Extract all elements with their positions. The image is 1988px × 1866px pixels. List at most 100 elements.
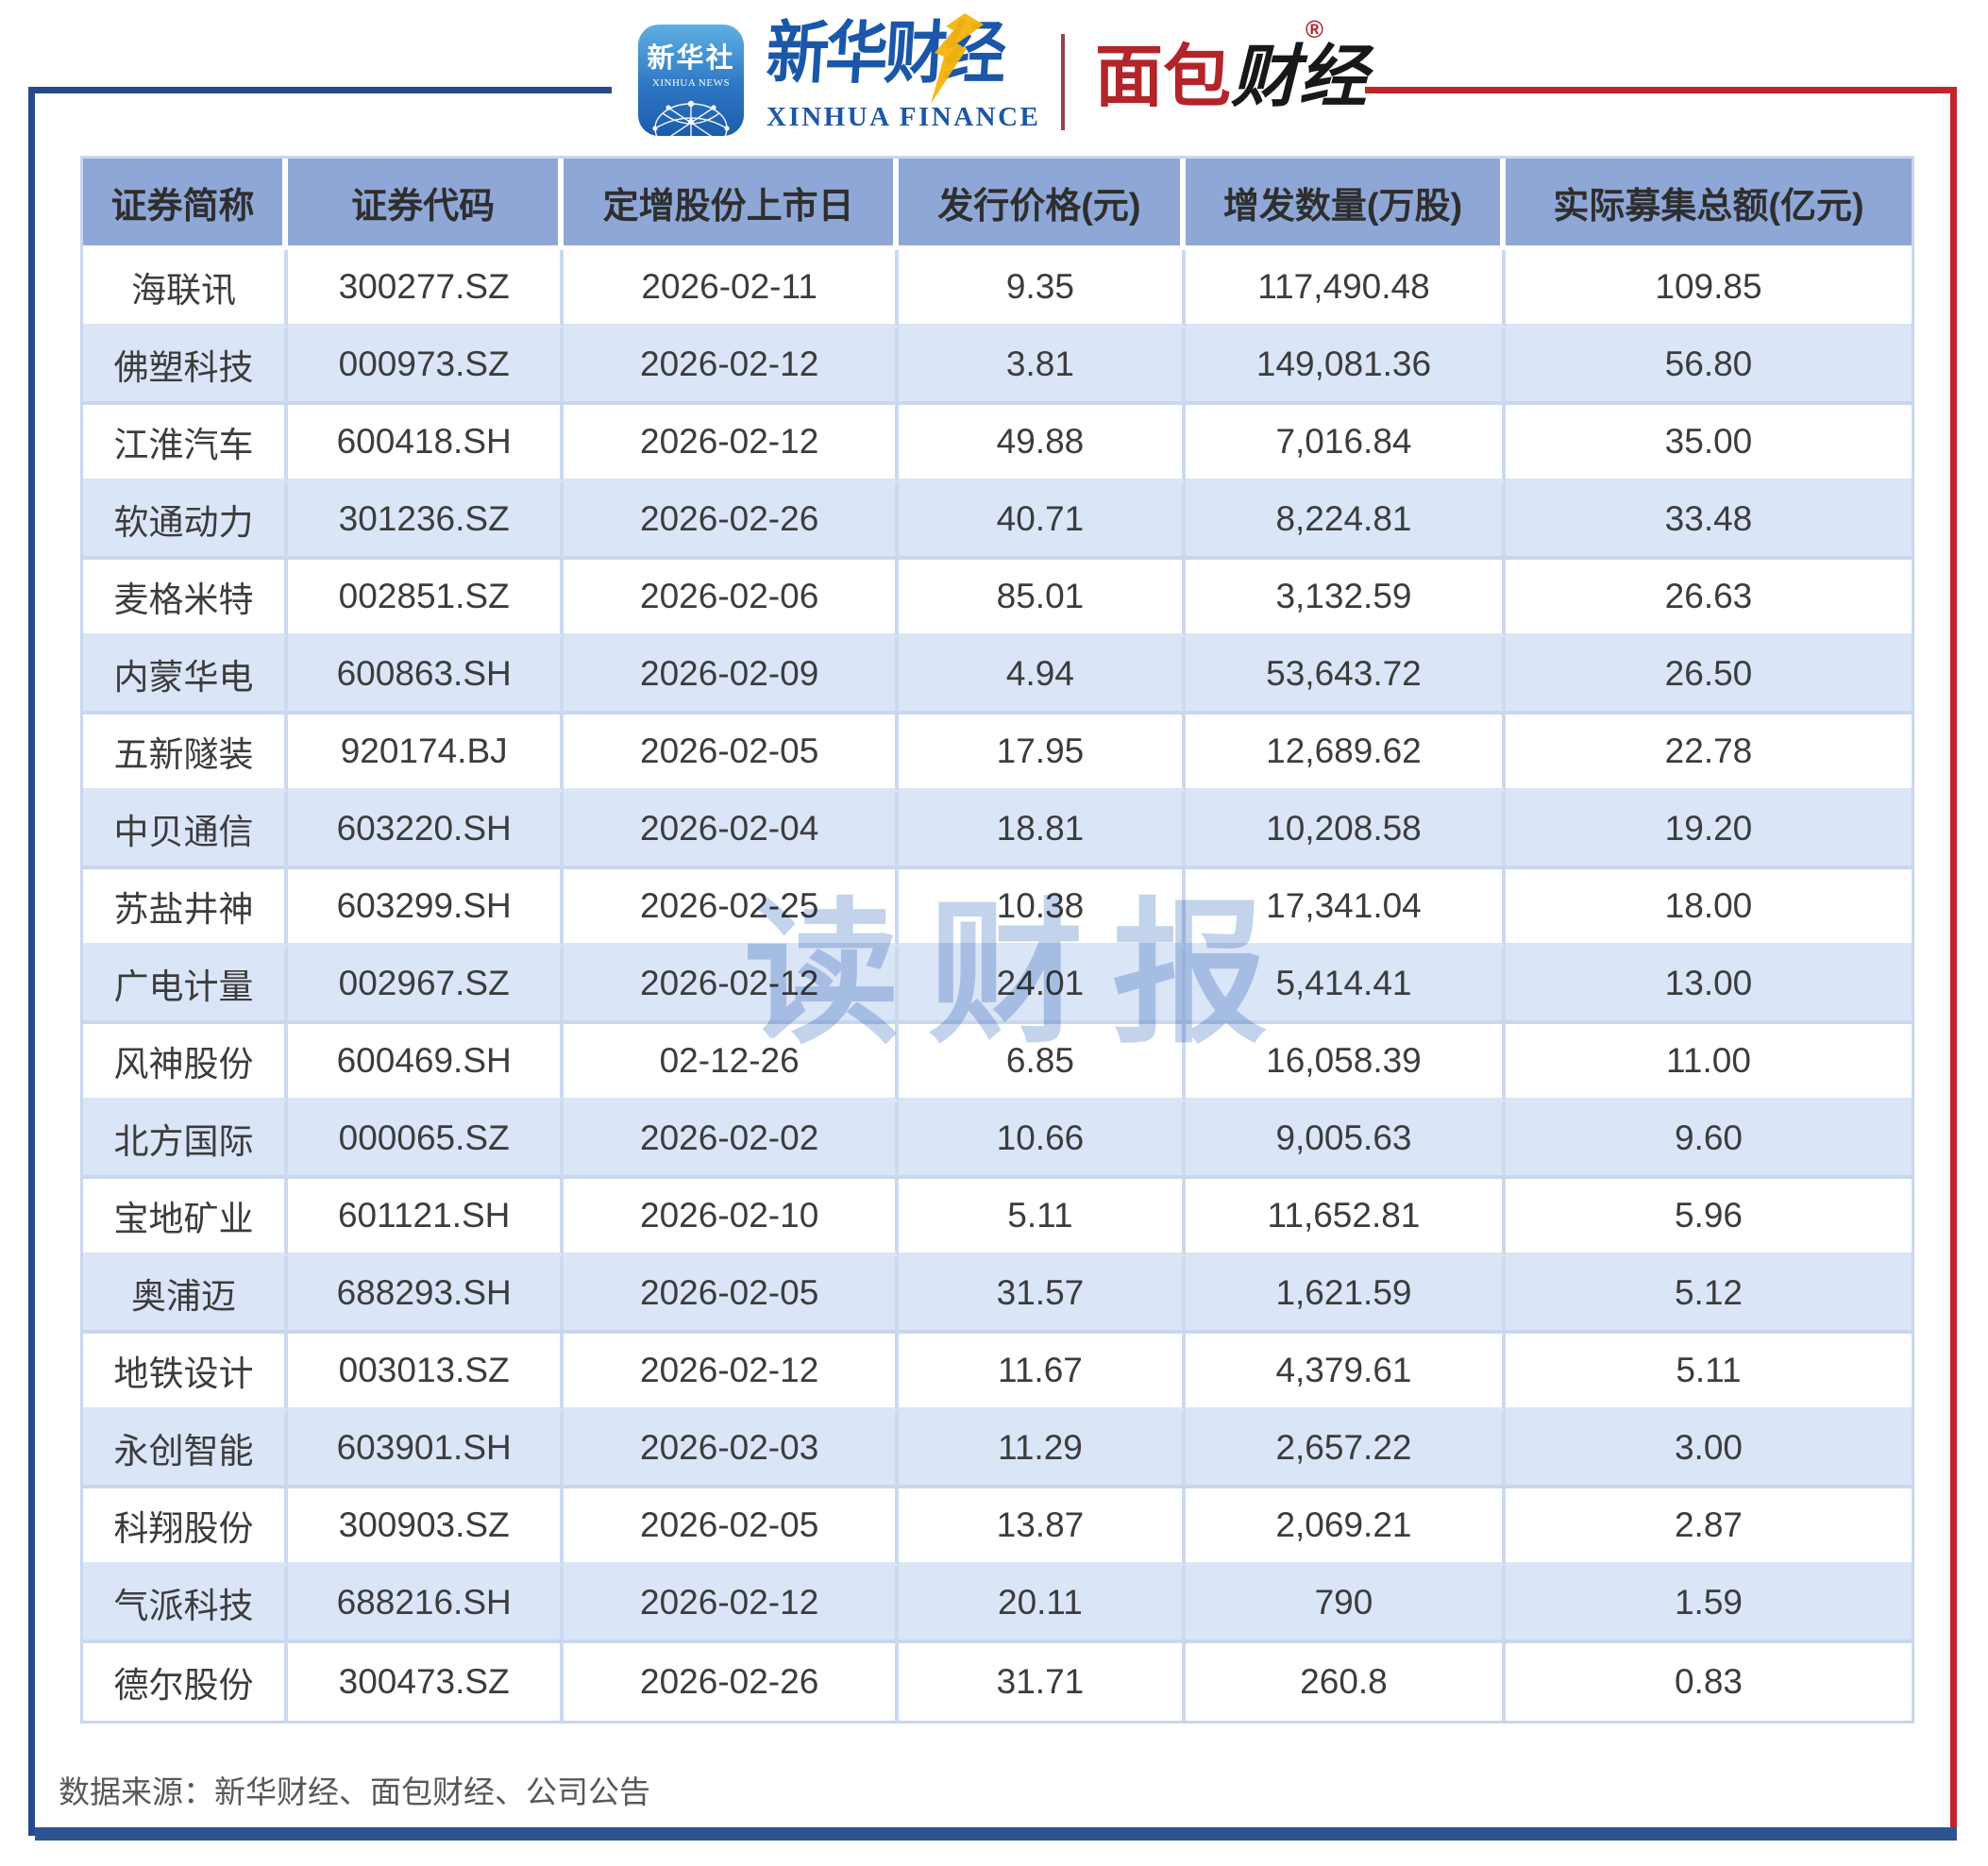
table-cell: 3.00: [1505, 1411, 1912, 1488]
table-cell: 40.71: [898, 482, 1186, 560]
table-cell: 五新隧装: [83, 714, 288, 792]
table-header-row: 证券简称 证券代码 定增股份上市日 发行价格(元) 增发数量(万股) 实际募集总额(亿元): [83, 159, 1912, 250]
table-cell: 2026-02-06: [564, 560, 899, 637]
table-cell: 内蒙华电: [83, 637, 288, 714]
mianbao-logo-black-text: 财经: [1231, 40, 1368, 115]
table-cell: 603299.SH: [287, 869, 564, 947]
table-cell: 49.88: [898, 405, 1186, 482]
table-row: 内蒙华电 600863.SH 2026-02-09 4.94 53,643.72 26.5…: [83, 637, 1912, 714]
xinhua-finance-logo: 新华财经 XINHUA FINANCE: [764, 13, 1040, 133]
table-cell: 9.60: [1505, 1101, 1912, 1179]
table-cell: 5,414.41: [1185, 947, 1506, 1024]
table-cell: 广电计量: [83, 947, 288, 1024]
table-cell: 2026-02-25: [564, 869, 899, 947]
table-cell: 地铁设计: [83, 1334, 288, 1411]
table-cell: 奥浦迈: [83, 1256, 288, 1334]
table-cell: 德尔股份: [83, 1643, 288, 1721]
table-cell: 600418.SH: [287, 405, 564, 482]
table-cell: 2026-02-02: [564, 1101, 899, 1179]
table-cell: 19.20: [1505, 792, 1912, 869]
logo-divider: [1061, 34, 1065, 130]
table-row: 麦格米特 002851.SZ 2026-02-06 85.01 3,132.59 26.6…: [83, 560, 1912, 637]
globe-network-icon: [652, 100, 730, 136]
table-row: 气派科技 688216.SH 2026-02-12 20.11 790 1.59: [83, 1566, 1912, 1643]
table-cell: 13.00: [1505, 947, 1912, 1024]
table-cell: 109.85: [1505, 250, 1912, 328]
table-row: 江淮汽车 600418.SH 2026-02-12 49.88 7,016.84 35.0…: [83, 405, 1912, 482]
xinhua-icon-label: 新华社: [647, 43, 735, 74]
table-cell: 1.59: [1505, 1566, 1912, 1643]
table-row: 风神股份 600469.SH 02-12-26 6.85 16,058.39 11.00: [83, 1024, 1912, 1101]
frame-line-right: [1950, 87, 1957, 1836]
table-cell: 5.11: [898, 1179, 1186, 1256]
table-row: 五新隧装 920174.BJ 2026-02-05 17.95 12,689.62 22.…: [83, 714, 1912, 792]
table-row: 地铁设计 003013.SZ 2026-02-12 11.67 4,379.61 5.11: [83, 1334, 1912, 1411]
table-row: 海联讯 300277.SZ 2026-02-11 9.35 117,490.48 109.…: [83, 250, 1912, 328]
table-cell: 软通动力: [83, 482, 288, 560]
table-cell: 16,058.39: [1185, 1024, 1506, 1101]
table-row: 软通动力 301236.SZ 2026-02-26 40.71 8,224.81 33.4…: [83, 482, 1912, 560]
table-cell: 10.66: [898, 1101, 1186, 1179]
table-cell: 3.81: [898, 328, 1186, 405]
table-cell: 2026-02-12: [564, 1566, 899, 1643]
frame-line-left: [28, 87, 35, 1836]
table-cell: 科翔股份: [83, 1488, 288, 1566]
table-row: 苏盐井神 603299.SH 2026-02-25 10.38 17,341.04 18.…: [83, 869, 1912, 947]
table-cell: 31.71: [898, 1643, 1186, 1721]
table-cell: 2026-02-12: [564, 1334, 899, 1411]
table-cell: 688216.SH: [287, 1566, 564, 1643]
table-cell: 002851.SZ: [287, 560, 564, 637]
table-cell: 2026-02-04: [564, 792, 899, 869]
table-cell: 02-12-26: [564, 1024, 899, 1101]
table-row: 佛塑科技 000973.SZ 2026-02-12 3.81 149,081.36 56.…: [83, 328, 1912, 405]
table-cell: 10.38: [898, 869, 1186, 947]
placement-data-table: 证券简称 证券代码 定增股份上市日 发行价格(元) 增发数量(万股) 实际募集总额(亿元)…: [80, 156, 1914, 1723]
table-row: 科翔股份 300903.SZ 2026-02-05 13.87 2,069.21 2.87: [83, 1488, 1912, 1566]
xinhua-icon-sublabel: XINHUA NEWS: [651, 77, 731, 89]
column-header: 证券简称: [83, 159, 288, 250]
table-cell: 600469.SH: [287, 1024, 564, 1101]
table-cell: 北方国际: [83, 1101, 288, 1179]
table-cell: 56.80: [1505, 328, 1912, 405]
table-cell: 790: [1185, 1566, 1506, 1643]
mianbao-logo-red-text: 面包: [1095, 40, 1232, 115]
table-cell: 300473.SZ: [287, 1643, 564, 1721]
table-cell: 2026-02-10: [564, 1179, 899, 1256]
table-cell: 33.48: [1505, 482, 1912, 560]
table-cell: 17.95: [898, 714, 1186, 792]
table-cell: 江淮汽车: [83, 405, 288, 482]
frame-line-top-left: [28, 87, 612, 93]
table-cell: 2026-02-05: [564, 1488, 899, 1566]
column-header: 发行价格(元): [898, 159, 1186, 250]
table-cell: 3,132.59: [1185, 560, 1506, 637]
table-cell: 10,208.58: [1185, 792, 1506, 869]
table-cell: 2026-02-03: [564, 1411, 899, 1488]
table-row: 中贝通信 603220.SH 2026-02-04 18.81 10,208.58 19.…: [83, 792, 1912, 869]
table-cell: 31.57: [898, 1256, 1186, 1334]
table-cell: 2026-02-26: [564, 482, 899, 560]
table-row: 宝地矿业 601121.SH 2026-02-10 5.11 11,652.81 5.96: [83, 1179, 1912, 1256]
table-cell: 6.85: [898, 1024, 1186, 1101]
table-cell: 000973.SZ: [287, 328, 564, 405]
data-source-note: 数据来源：新华财经、面包财经、公司公告: [59, 1774, 650, 1809]
table-cell: 0.83: [1505, 1643, 1912, 1721]
table-cell: 9.35: [898, 250, 1186, 328]
table-cell: 4.94: [898, 637, 1186, 714]
table-cell: 4,379.61: [1185, 1334, 1506, 1411]
table-cell: 688293.SH: [287, 1256, 564, 1334]
table-cell: 2026-02-12: [564, 328, 899, 405]
frame-line-top-right: [1365, 87, 1957, 93]
registered-trademark-icon: ®: [1305, 15, 1324, 43]
column-header: 定增股份上市日: [564, 159, 899, 250]
table-cell: 18.00: [1505, 869, 1912, 947]
table-cell: 1,621.59: [1185, 1256, 1506, 1334]
table-cell: 5.11: [1505, 1334, 1912, 1411]
table-row: 奥浦迈 688293.SH 2026-02-05 31.57 1,621.59 5.12: [83, 1256, 1912, 1334]
table-cell: 300903.SZ: [287, 1488, 564, 1566]
table-cell: 13.87: [898, 1488, 1186, 1566]
table-cell: 117,490.48: [1185, 250, 1506, 328]
table-cell: 000065.SZ: [287, 1101, 564, 1179]
table-row: 北方国际 000065.SZ 2026-02-02 10.66 9,005.63 9.60: [83, 1101, 1912, 1179]
table-cell: 35.00: [1505, 405, 1912, 482]
table-row: 德尔股份 300473.SZ 2026-02-26 31.71 260.8 0.83: [83, 1643, 1912, 1721]
